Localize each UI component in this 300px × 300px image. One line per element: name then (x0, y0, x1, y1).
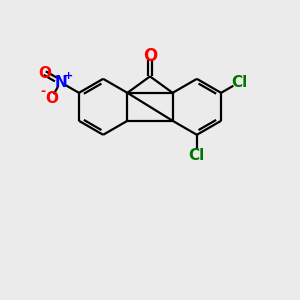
Text: -: - (40, 85, 46, 98)
Text: Cl: Cl (231, 75, 247, 90)
Text: N: N (54, 75, 67, 90)
Text: O: O (45, 91, 58, 106)
Text: Cl: Cl (189, 148, 205, 163)
Text: O: O (143, 47, 157, 65)
Text: +: + (64, 71, 74, 81)
Text: O: O (38, 66, 51, 81)
